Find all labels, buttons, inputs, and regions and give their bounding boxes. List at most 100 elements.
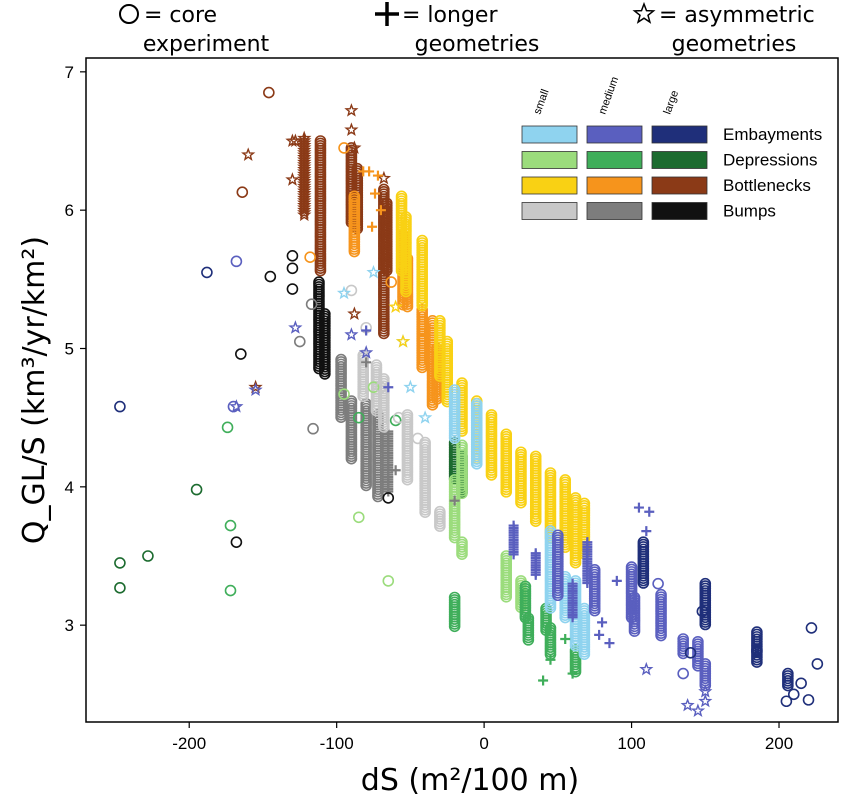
data-group <box>294 298 319 435</box>
data-point <box>698 684 713 698</box>
data-point <box>515 496 527 509</box>
data-point <box>392 411 405 424</box>
legend-swatch <box>521 151 578 169</box>
y-tick-label: 3 <box>65 616 74 635</box>
data-point <box>352 411 365 424</box>
data-point <box>361 357 372 368</box>
data-point <box>485 469 498 481</box>
data-group <box>114 483 203 594</box>
marker-key-label: = longer <box>402 3 498 28</box>
data-point <box>419 506 431 518</box>
legend-swatch <box>651 176 708 195</box>
data-point <box>782 679 794 692</box>
data-column <box>529 450 542 528</box>
marker-key-label: experiment <box>143 32 270 57</box>
data-point <box>389 414 402 427</box>
data-column <box>628 591 641 637</box>
data-point <box>545 654 556 665</box>
data-point <box>336 285 352 300</box>
data-group <box>304 142 398 288</box>
data-point <box>395 334 411 348</box>
data-point <box>286 262 299 275</box>
data-column <box>400 211 412 298</box>
data-point <box>611 575 622 586</box>
data-point <box>780 695 793 708</box>
data-point <box>692 659 704 672</box>
axes: -200 -100 0 100 200 3 4 5 6 7 <box>65 63 794 753</box>
data-point <box>588 604 601 617</box>
data-point <box>230 536 243 548</box>
data-point <box>470 458 483 470</box>
data-point <box>297 207 312 222</box>
data-point <box>361 325 372 336</box>
data-group <box>361 357 460 506</box>
data-point <box>569 665 582 678</box>
data-point <box>304 251 316 264</box>
data-point <box>347 306 362 321</box>
data-column <box>314 135 327 277</box>
data-point <box>142 550 154 562</box>
data-column <box>500 550 513 603</box>
data-column <box>372 409 384 503</box>
marker-key-label: geometries <box>672 32 797 57</box>
data-point <box>522 634 535 646</box>
data-point <box>319 368 331 380</box>
data-column <box>419 436 431 518</box>
data-point <box>338 388 350 400</box>
data-point <box>375 205 386 216</box>
data-point <box>567 612 578 623</box>
data-column <box>448 384 461 444</box>
x-axis-title: dS (m²/100 m) <box>361 763 579 798</box>
data-column <box>500 428 513 498</box>
data-column <box>522 612 535 646</box>
marker-key-label: = core <box>144 3 217 28</box>
data-column <box>751 644 763 668</box>
data-point <box>224 584 237 597</box>
data-column <box>448 591 461 633</box>
legend-swatch <box>586 151 643 169</box>
data-point <box>305 298 318 311</box>
data-column <box>456 439 468 500</box>
data-point <box>628 625 641 637</box>
data-column <box>485 409 498 481</box>
data-point <box>637 577 650 589</box>
data-point <box>230 255 243 268</box>
data-point <box>690 703 706 718</box>
data-point <box>286 250 299 262</box>
data-column <box>416 234 428 312</box>
data-point <box>594 629 605 640</box>
data-point <box>378 327 390 340</box>
legend-swatch <box>586 202 643 220</box>
marker-key-label: = asymmetric <box>659 3 815 28</box>
data-group <box>361 325 655 649</box>
data-point <box>190 483 203 496</box>
data-column <box>519 580 532 624</box>
data-point <box>345 452 358 465</box>
data-point <box>367 221 378 232</box>
legend-swatch <box>521 125 578 144</box>
data-point <box>698 693 713 708</box>
data-point <box>403 379 418 394</box>
data-point <box>569 556 582 569</box>
legend: small medium largeEmbaymentsDepressionsBot… <box>521 75 822 221</box>
data-point <box>699 618 712 631</box>
data-point <box>639 661 654 676</box>
data-point <box>383 486 394 497</box>
data-group <box>230 250 395 548</box>
data-point <box>500 486 513 498</box>
data-point <box>348 245 361 258</box>
star-marker-icon <box>632 1 656 24</box>
data-point <box>264 270 277 283</box>
data-point <box>795 677 807 690</box>
data-point <box>370 188 381 199</box>
data-point <box>248 379 263 394</box>
data-point <box>448 432 461 444</box>
data-point <box>338 142 350 154</box>
data-point <box>385 276 398 288</box>
data-point <box>344 103 359 117</box>
y-tick-label: 6 <box>65 201 74 220</box>
data-point <box>229 399 244 413</box>
legend-swatch <box>651 202 708 220</box>
data-group <box>358 166 431 340</box>
data-point <box>416 299 428 312</box>
